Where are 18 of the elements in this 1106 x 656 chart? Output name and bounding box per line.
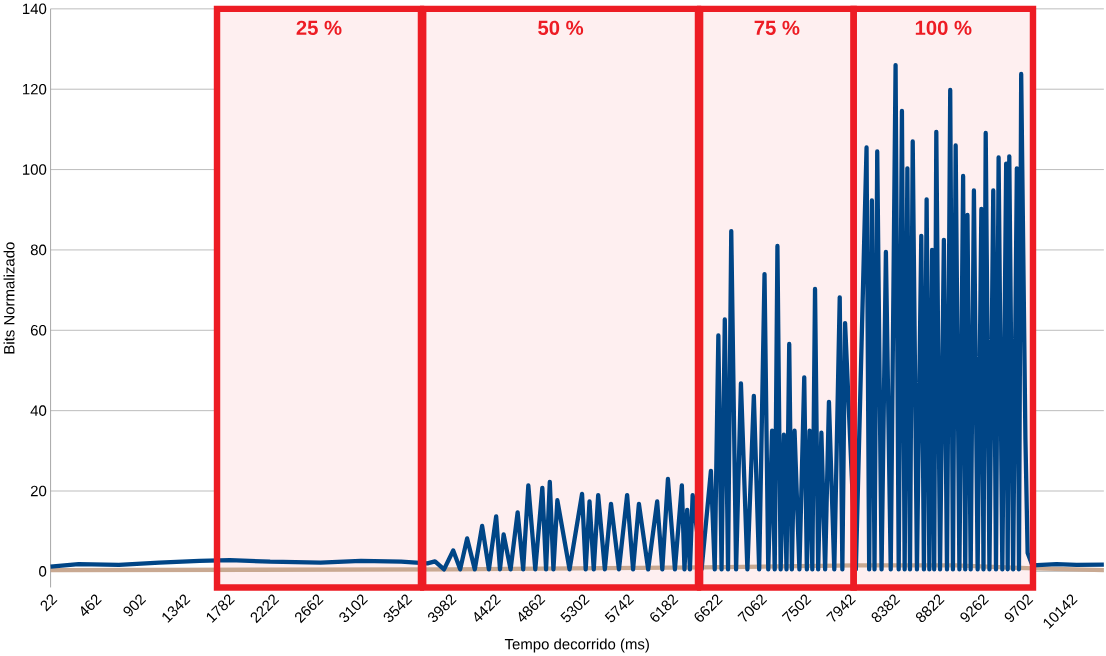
band-label: 25 %	[296, 20, 342, 36]
x-axis-title: Tempo decorrido (ms)	[504, 638, 649, 653]
y-tick-label: 60	[30, 325, 47, 336]
y-tick-label: 20	[30, 485, 47, 497]
y-tick-label: 0	[39, 566, 47, 577]
band-label: 75 %	[754, 20, 800, 35]
x-tick-label: 902	[123, 594, 147, 617]
band-label: 50 %	[538, 20, 584, 36]
band-label: 100 %	[915, 20, 972, 36]
y-tick-label: 120	[23, 83, 47, 95]
y-tick-label: 80	[30, 244, 47, 256]
y-tick-label: 40	[30, 405, 47, 416]
line-series	[48, 62, 1106, 572]
y-tick-label: 140	[23, 3, 47, 15]
y-axis-title: Bits Normalizado	[3, 242, 15, 354]
y-tick-label: 100	[23, 164, 47, 175]
x-tick-label: 22	[40, 594, 58, 612]
x-tick-label: 462	[81, 594, 102, 616]
